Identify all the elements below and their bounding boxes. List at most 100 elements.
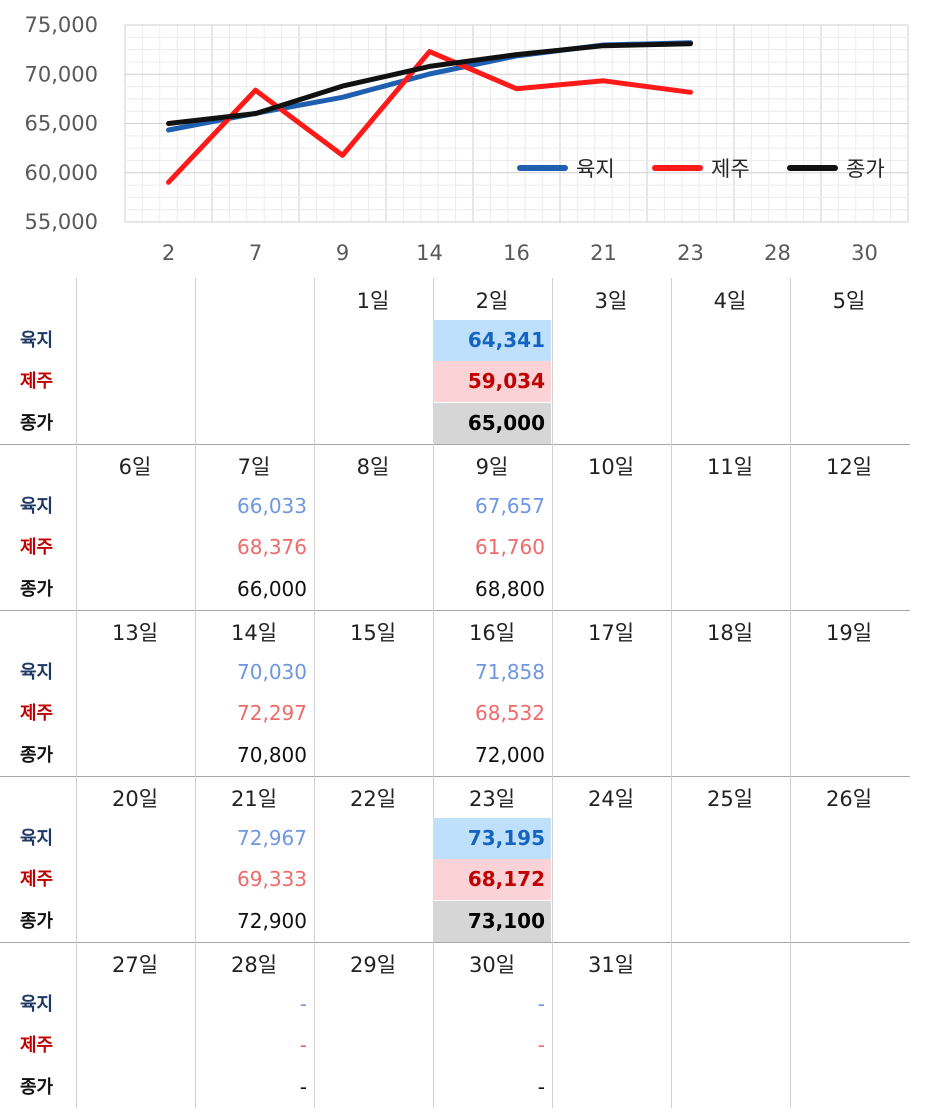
calendar-week: 20일 21일 22일 23일 24일 25일 26일 육지 72,967 73,195 제주 69,…: [0, 776, 910, 942]
column-divider: [195, 776, 196, 942]
day-number: 21일: [230, 787, 278, 811]
day-number: 26일: [825, 787, 873, 811]
y-axis-ticks: 75,000 70,000 65,000 60,000 55,000: [25, 13, 98, 234]
day-number: 19일: [825, 621, 873, 645]
column-divider: [790, 942, 791, 1108]
price-cell-jongga: 65,000: [433, 402, 551, 444]
column-divider: [671, 444, 672, 610]
day-number: 7일: [237, 455, 271, 479]
day-number: 2일: [475, 289, 509, 313]
legend-label: 육지: [576, 157, 615, 181]
price-calendar: 1일 2일 3일 4일 5일 육지 64,341 제주 59,034 종가 65,000 6일 7일 8일…: [0, 278, 910, 1117]
row-label-jongga: 종가: [20, 578, 54, 600]
day-number: 5일: [832, 289, 866, 313]
column-divider: [76, 610, 77, 776]
column-divider: [790, 278, 791, 444]
price-cell-jongga: -: [299, 1074, 307, 1099]
column-divider: [314, 610, 315, 776]
price-cell-jongga: 72,900: [237, 908, 307, 933]
day-number: 25일: [706, 787, 754, 811]
row-label-jeju: 제주: [20, 537, 54, 559]
column-divider: [433, 610, 434, 776]
row-label-jeju: 제주: [20, 869, 54, 891]
column-divider: [552, 278, 553, 444]
column-divider: [195, 610, 196, 776]
column-divider: [76, 776, 77, 942]
column-divider: [433, 942, 434, 1108]
day-number: 4일: [713, 289, 747, 313]
legend-label: 제주: [711, 157, 750, 181]
day-number: 11일: [706, 455, 754, 479]
day-number: 9일: [475, 455, 509, 479]
column-divider: [671, 278, 672, 444]
day-number: 3일: [594, 289, 628, 313]
calendar-week: 1일 2일 3일 4일 5일 육지 64,341 제주 59,034 종가 65,000: [0, 278, 910, 444]
row-label-yukji: 육지: [20, 828, 54, 849]
day-number: 30일: [468, 953, 516, 977]
x-axis-ticks: 2 7 9 14 16 21 23 28 30: [162, 241, 878, 265]
day-number: [195, 282, 313, 320]
chart-legend: 육지 제주 종가: [517, 157, 885, 181]
row-label-jongga: 종가: [20, 910, 54, 932]
price-cell-jongga: 70,800: [237, 742, 307, 767]
column-divider: [790, 610, 791, 776]
series-lines: [166, 40, 693, 185]
y-tick-label: 75,000: [25, 13, 98, 37]
x-tick-label: 14: [416, 241, 443, 265]
price-cell-yukji: 67,657: [475, 494, 545, 518]
x-tick-label: 30: [851, 241, 878, 265]
column-divider: [552, 444, 553, 610]
day-number: 27일: [111, 953, 159, 977]
price-cell-jeju: 72,297: [237, 701, 307, 726]
day-number: 31일: [587, 953, 635, 977]
price-cell-yukji: 72,967: [237, 826, 307, 850]
column-divider: [314, 776, 315, 942]
day-number: 8일: [356, 455, 390, 479]
day-number: 20일: [111, 787, 159, 811]
price-cell-jongga: 66,000: [237, 576, 307, 601]
price-cell-jongga: 73,100: [433, 900, 551, 942]
column-divider: [433, 776, 434, 942]
column-divider: [433, 278, 434, 444]
price-cell-yukji: 70,030: [237, 660, 307, 684]
price-cell-jeju: 68,532: [475, 701, 545, 726]
calendar-week: 6일 7일 8일 9일 10일 11일 12일 육지 66,033 67,657 제주 68,376 6…: [0, 444, 910, 610]
x-tick-label: 2: [162, 241, 175, 265]
week-separator: [0, 610, 910, 611]
price-cell-yukji: 66,033: [237, 494, 307, 518]
column-divider: [195, 278, 196, 444]
x-tick-label: 9: [336, 241, 349, 265]
price-cell-yukji: 64,341: [433, 320, 551, 361]
day-number: [790, 946, 908, 984]
column-divider: [76, 444, 77, 610]
day-number: 16일: [468, 621, 516, 645]
column-divider: [790, 444, 791, 610]
price-cell-jongga: -: [537, 1074, 545, 1099]
price-cell-yukji: 73,195: [433, 818, 551, 859]
price-cell-jeju: 61,760: [475, 535, 545, 560]
price-cell-jongga: 68,800: [475, 576, 545, 601]
column-divider: [790, 776, 791, 942]
day-number: 23일: [468, 787, 516, 811]
y-tick-label: 70,000: [25, 62, 98, 86]
column-divider: [671, 942, 672, 1108]
day-number: 6일: [118, 455, 152, 479]
price-cell-yukji: 71,858: [475, 660, 545, 684]
price-cell-jeju: 68,172: [433, 859, 551, 901]
price-cell-jongga: 72,000: [475, 742, 545, 767]
day-number: [76, 282, 194, 320]
day-number: 24일: [587, 787, 635, 811]
x-tick-label: 16: [503, 241, 530, 265]
day-number: 13일: [111, 621, 159, 645]
column-divider: [552, 776, 553, 942]
day-number: 22일: [349, 787, 397, 811]
column-divider: [433, 444, 434, 610]
row-label-yukji: 육지: [20, 496, 54, 517]
row-label-yukji: 육지: [20, 994, 54, 1015]
day-number: 12일: [825, 455, 873, 479]
column-divider: [195, 942, 196, 1108]
price-cell-yukji: -: [537, 992, 545, 1016]
price-cell-yukji: -: [299, 992, 307, 1016]
day-number: 14일: [230, 621, 278, 645]
column-divider: [314, 444, 315, 610]
